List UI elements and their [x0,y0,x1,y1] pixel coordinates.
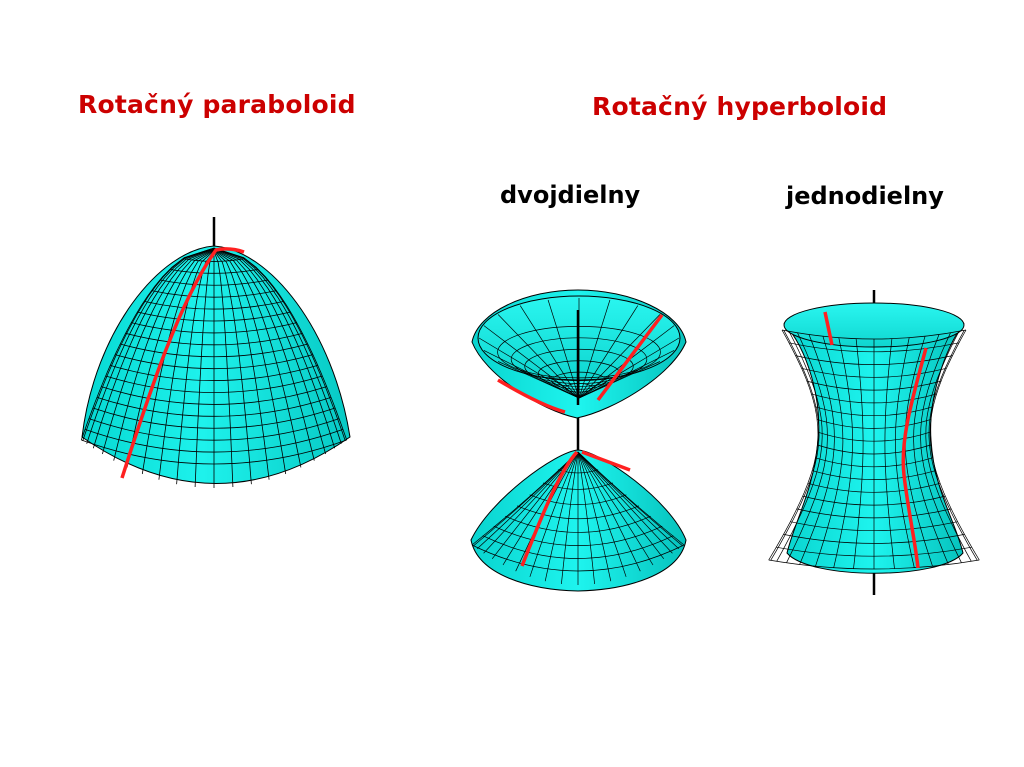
paraboloid-meridian [176,250,215,485]
hyperboloid-meridian [929,329,980,561]
hyperboloid-meridian [776,331,823,562]
cone-meridian [577,451,665,560]
paraboloid-meridian [213,247,342,444]
hyperboloid-meridian [913,334,949,565]
paraboloid-meridian [213,250,252,485]
cone-meridian [577,451,685,546]
bowl-radial [519,305,580,399]
one-sheet-mesh [768,329,980,570]
cone-meridian [577,451,595,585]
cone-meridian [544,451,579,582]
paraboloid-meridian [102,248,215,455]
bowl-radial [497,361,580,399]
paraboloid-meridian [213,250,270,480]
two-sheet-subtitle: dvojdielny [500,181,641,209]
hyperboloid-meridian [770,330,820,561]
bowl-radial [578,305,639,399]
bowl-radial [578,350,675,399]
paraboloid-meridian [194,250,215,488]
cone-meridian [577,451,673,554]
paraboloid-meridian [213,249,287,475]
bowl-radial [578,299,611,399]
upper-sheet-generator-line [596,313,664,402]
hyperboloid-meridian [895,337,915,568]
hyperboloid-title: Rotačný hyperboloid [592,92,888,121]
lower-sheet-generator-line-2 [581,450,631,472]
hyperboloid-meridian [786,332,828,563]
paraboloid-meridian [92,248,215,449]
paraboloid-meridian [80,247,215,441]
cone-meridian [577,451,641,572]
one-sheet-generator-line [823,311,834,346]
bowl-radial [578,337,680,399]
cone-meridian [561,451,579,585]
hyperboloid-meridian [884,338,895,569]
paraboloid-generator-line [120,247,245,479]
paraboloid-meridian [126,249,215,468]
paraboloid-meridian [213,250,234,488]
cone-meridian [577,451,612,582]
cone-meridian [577,451,627,577]
hyperboloid-meridian [799,334,835,565]
two-sheet-hyperboloid-figure [470,289,687,592]
paraboloid-meridian [213,247,348,441]
paraboloid-meridian [213,249,302,468]
paraboloid-title: Rotačný paraboloid [78,90,356,119]
hyperboloid-meridian [833,337,853,568]
paraboloid-meridian [213,248,336,449]
bowl-radial [483,325,580,399]
one-sheet-generator-line-2 [901,347,928,569]
paraboloid-meridian [82,247,215,442]
one-sheet-subtitle: jednodielny [786,182,944,210]
hyperboloid-meridian [853,338,864,569]
hyperboloid-meridian [815,336,844,567]
bowl-radial [478,337,580,399]
paraboloid-figure [80,217,351,488]
paraboloid-meridian [141,249,215,475]
lower-sheet-mesh [471,451,685,585]
paraboloid-meridian [113,248,215,461]
bowl-radial [547,299,580,399]
hyperboloid-meridian [928,330,978,561]
bowl-radial [483,350,580,399]
cone-meridian [529,451,579,577]
bowl-radial [578,314,661,399]
paraboloid-mesh [80,247,348,488]
hyperboloid-meridian [925,331,972,562]
upper-sheet-generator-line-2 [497,378,566,414]
paraboloid-meridian [213,248,315,461]
paraboloid-meridian [86,247,215,444]
cone-meridian [577,451,654,566]
one-sheet-hyperboloid-figure [768,290,980,595]
bowl-radial [497,314,580,399]
lower-sheet-generator-line [520,450,579,567]
paraboloid-meridian [213,248,326,455]
hyperboloid-meridian [920,332,962,563]
paraboloid-meridian [213,247,346,442]
hyperboloid-meridian [768,329,819,561]
hyperboloid-meridian [904,336,933,567]
